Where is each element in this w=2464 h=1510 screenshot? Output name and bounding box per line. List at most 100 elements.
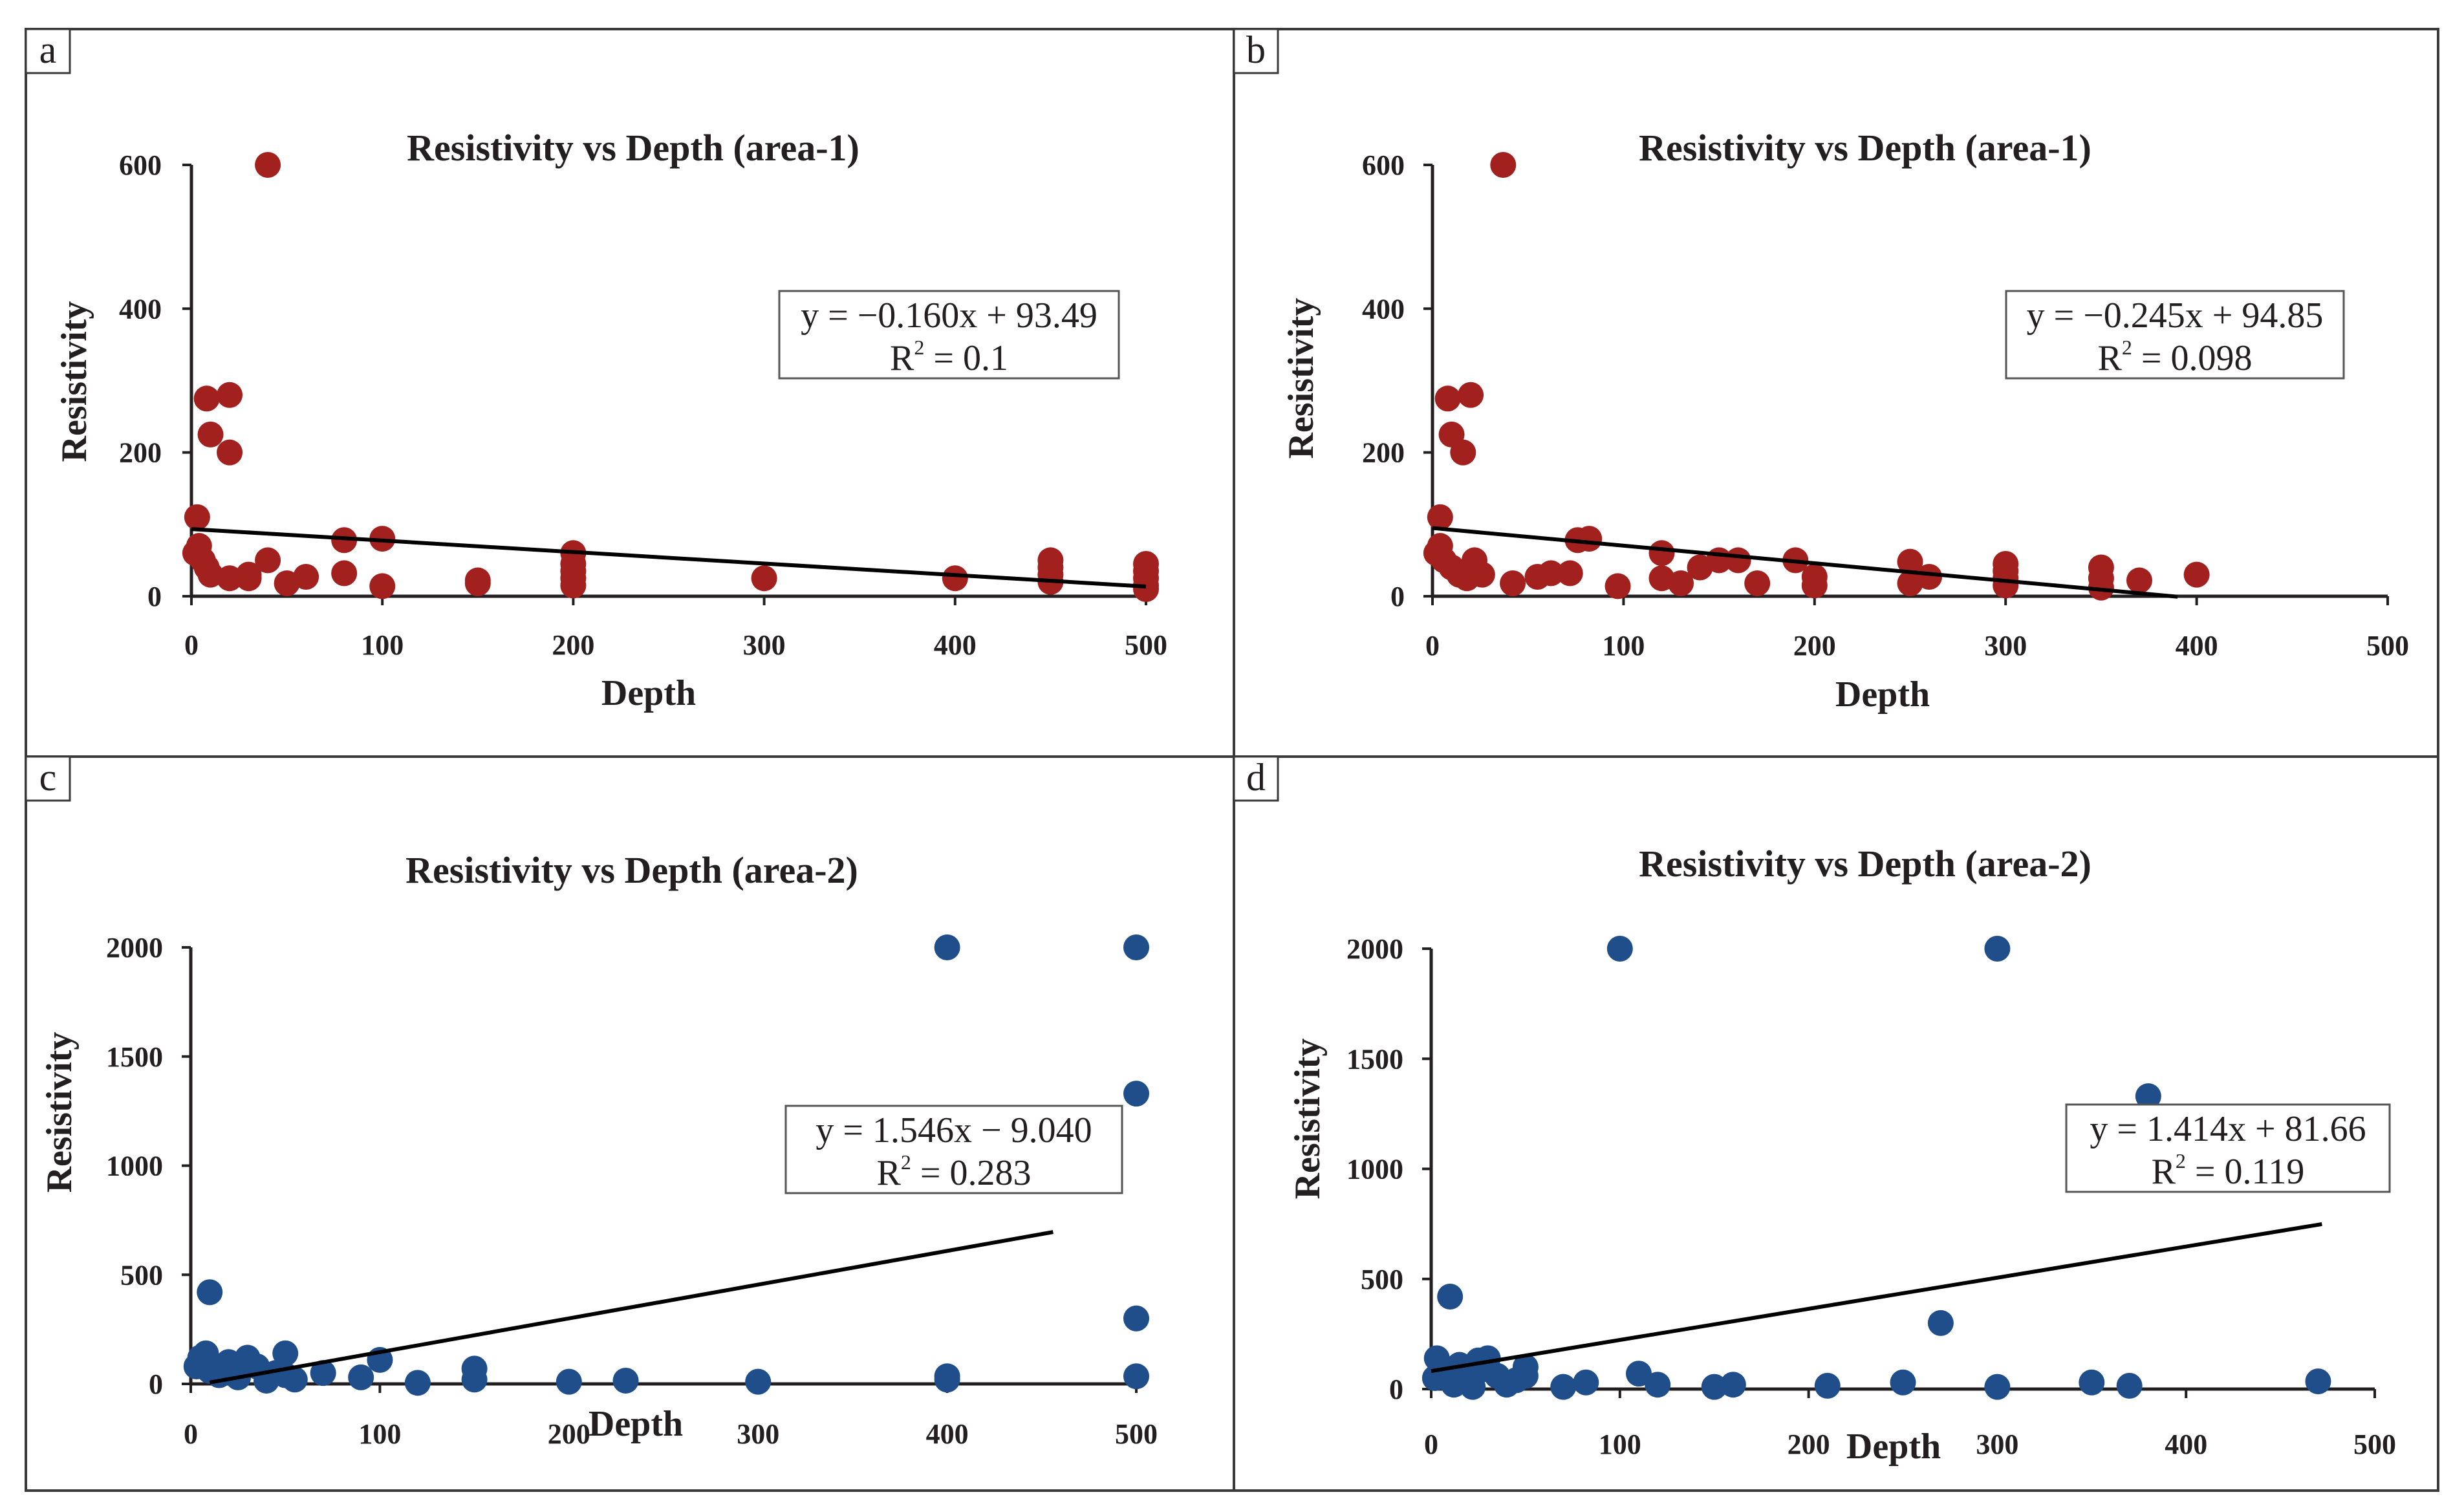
data-point bbox=[1897, 548, 1923, 575]
equation-box bbox=[778, 290, 1120, 380]
x-tick-label: 200 bbox=[548, 1418, 590, 1450]
x-tick-label: 500 bbox=[1115, 1418, 1158, 1450]
data-point bbox=[1450, 439, 1476, 466]
data-point bbox=[255, 547, 281, 574]
equation-box bbox=[2065, 1103, 2391, 1193]
trendline-equation: y = 1.414x + 81.66 bbox=[2090, 1109, 2366, 1149]
data-point bbox=[310, 1360, 336, 1386]
data-point bbox=[1801, 572, 1828, 599]
data-point bbox=[745, 1368, 772, 1395]
x-tick-label: 300 bbox=[737, 1418, 779, 1450]
data-point bbox=[293, 563, 319, 590]
data-point bbox=[1916, 563, 1943, 590]
r-squared-value: = 0.119 bbox=[2186, 1152, 2305, 1192]
data-point bbox=[1123, 1305, 1149, 1332]
data-point bbox=[1927, 1310, 1954, 1336]
y-tick-label: 0 bbox=[149, 1368, 163, 1400]
data-point bbox=[1469, 561, 1495, 588]
trendline-equation: y = −0.245x + 94.85 bbox=[2027, 296, 2324, 336]
data-point bbox=[281, 1366, 308, 1393]
chart-title: Resistivity vs Depth (area-1) bbox=[1639, 127, 2091, 169]
r-squared-value: = 0.098 bbox=[2132, 338, 2253, 378]
x-tick-label: 100 bbox=[1599, 1429, 1641, 1460]
panel-letter-box bbox=[1233, 755, 1279, 802]
data-point bbox=[1427, 504, 1453, 530]
data-point bbox=[217, 382, 243, 408]
y-tick-label: 1000 bbox=[1346, 1154, 1403, 1185]
x-tick-label: 400 bbox=[926, 1418, 969, 1450]
y-tick-label: 400 bbox=[1362, 293, 1405, 325]
data-point bbox=[942, 565, 968, 592]
r-squared-text: R2 = 0.119 bbox=[2152, 1149, 2305, 1192]
panel-letter-box bbox=[1233, 28, 1279, 74]
y-tick-label: 400 bbox=[119, 293, 162, 325]
x-tick-label: 300 bbox=[1976, 1429, 2018, 1460]
data-point bbox=[1434, 385, 1461, 412]
data-point bbox=[1458, 382, 1484, 408]
r-squared-value: = 0.283 bbox=[911, 1153, 1032, 1193]
panel-frame bbox=[1233, 755, 2439, 1492]
trendline-equation: y = −0.160x + 93.49 bbox=[801, 296, 1097, 336]
x-tick-label: 500 bbox=[2366, 630, 2409, 662]
x-tick-label: 0 bbox=[184, 1418, 198, 1450]
data-point bbox=[2088, 574, 2114, 601]
data-point bbox=[464, 567, 491, 594]
data-point bbox=[1500, 570, 1526, 596]
trend-line bbox=[1432, 526, 2178, 599]
data-point bbox=[1538, 560, 1564, 587]
x-tick-label: 100 bbox=[358, 1418, 401, 1450]
data-point bbox=[461, 1366, 488, 1393]
x-tick-label: 300 bbox=[743, 629, 786, 661]
panel-letter: b bbox=[1246, 28, 1266, 71]
y-axis-label: Resistivity bbox=[1281, 298, 1321, 459]
chart-panel-a: a Resistivity vs Depth (area-1) 0 100 200 300… bbox=[25, 28, 1235, 758]
panel-letter: d bbox=[1246, 756, 1266, 799]
r-squared-text: R2 = 0.098 bbox=[2098, 336, 2253, 378]
r-squared-text: R2 = 0.283 bbox=[877, 1150, 1032, 1193]
data-point bbox=[197, 561, 224, 588]
r-squared-value: = 0.1 bbox=[924, 338, 1008, 378]
equation-box bbox=[784, 1105, 1123, 1194]
data-point bbox=[1557, 560, 1583, 587]
data-point bbox=[556, 1368, 582, 1395]
data-point bbox=[1725, 547, 1751, 574]
x-tick-label: 400 bbox=[934, 629, 977, 661]
chart-title: Resistivity vs Depth (area-1) bbox=[407, 127, 859, 169]
trendline-equation: y = 1.546x − 9.040 bbox=[816, 1110, 1092, 1150]
data-point bbox=[272, 1340, 299, 1366]
y-tick-label: 0 bbox=[1389, 1374, 1403, 1405]
r-squared-text: R2 = 0.1 bbox=[890, 336, 1008, 378]
data-point bbox=[1645, 1372, 1671, 1398]
r-squared-symbol: R bbox=[2098, 338, 2123, 378]
data-point bbox=[1890, 1369, 1916, 1396]
y-tick-label: 1000 bbox=[106, 1150, 163, 1182]
y-tick-label: 500 bbox=[1361, 1264, 1403, 1295]
data-point bbox=[184, 504, 210, 530]
data-point bbox=[1984, 936, 2011, 962]
data-point bbox=[255, 152, 281, 178]
chart-panel-b: b Resistivity vs Depth (area-1) 0 100 200 300… bbox=[1233, 28, 2439, 758]
y-axis-label: Resistivity bbox=[54, 301, 94, 462]
data-point bbox=[197, 421, 224, 448]
data-point bbox=[1576, 526, 1603, 552]
y-tick-label: 200 bbox=[119, 437, 162, 469]
y-tick-label: 2000 bbox=[1346, 933, 1403, 965]
chart-title: Resistivity vs Depth (area-2) bbox=[1639, 843, 2091, 885]
x-axis-label: Depth bbox=[589, 1404, 683, 1444]
data-point bbox=[331, 560, 358, 587]
x-tick-label: 100 bbox=[1602, 630, 1645, 662]
r-squared-exponent: 2 bbox=[914, 336, 924, 359]
x-tick-label: 500 bbox=[1125, 629, 1167, 661]
r-squared-symbol: R bbox=[877, 1153, 902, 1193]
chart-panel-c: c Resistivity vs Depth (area-2) 0 100 200 300… bbox=[25, 755, 1235, 1492]
data-point bbox=[934, 934, 960, 960]
data-point bbox=[369, 573, 396, 599]
data-point bbox=[1133, 576, 1159, 602]
y-tick-label: 600 bbox=[1362, 149, 1405, 181]
x-tick-label: 200 bbox=[1788, 1429, 1830, 1460]
data-point bbox=[1993, 572, 2019, 599]
data-point bbox=[235, 565, 262, 592]
chart-title: Resistivity vs Depth (area-2) bbox=[405, 849, 858, 891]
y-tick-label: 0 bbox=[1390, 581, 1405, 612]
data-point bbox=[2116, 1372, 2143, 1399]
